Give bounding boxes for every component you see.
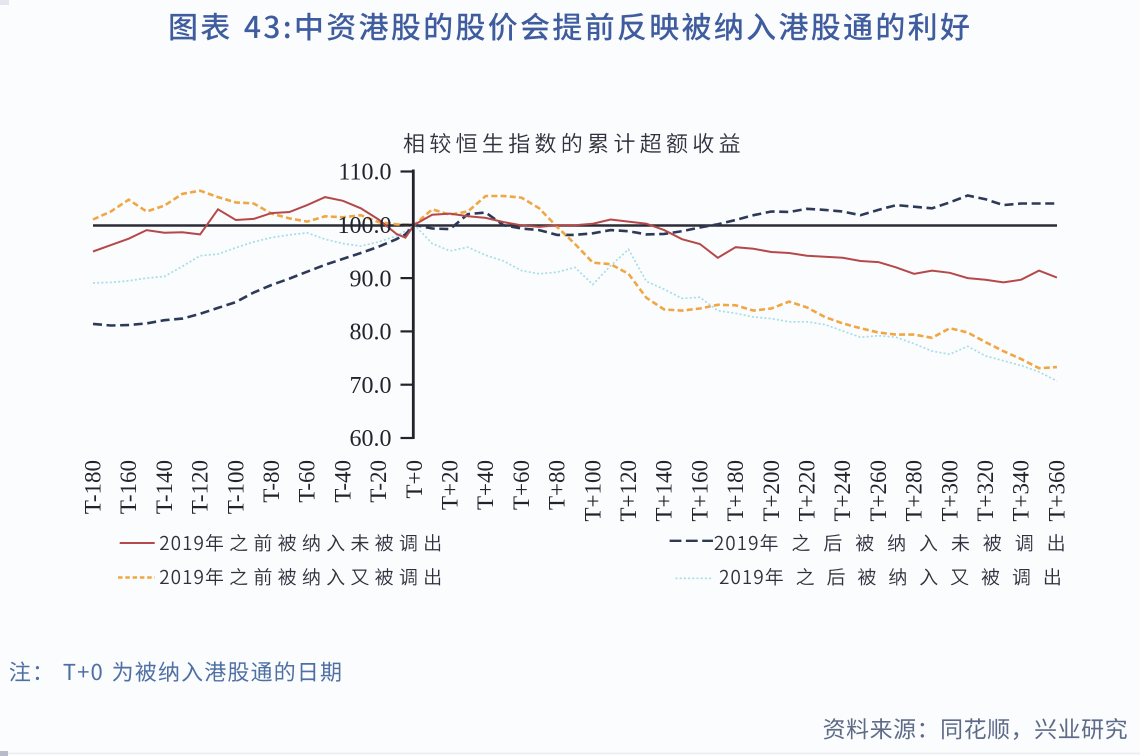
svg-text:T-20: T-20 xyxy=(366,460,391,503)
svg-text:T+100: T+100 xyxy=(580,460,605,522)
svg-text:T+140: T+140 xyxy=(652,460,677,522)
svg-text:T-140: T-140 xyxy=(152,460,177,514)
svg-text:T-100: T-100 xyxy=(223,460,248,514)
svg-text:110.0: 110.0 xyxy=(338,160,391,186)
svg-text:T-40: T-40 xyxy=(330,460,355,503)
svg-text:T+200: T+200 xyxy=(759,460,784,522)
svg-text:T+60: T+60 xyxy=(509,460,534,510)
svg-text:T+80: T+80 xyxy=(545,460,570,510)
svg-text:T+300: T+300 xyxy=(937,460,962,522)
svg-text:T-60: T-60 xyxy=(295,460,320,503)
svg-text:T-80: T-80 xyxy=(259,460,284,503)
svg-text:60.0: 60.0 xyxy=(350,426,392,452)
svg-text:T+220: T+220 xyxy=(795,460,820,522)
svg-text:T+120: T+120 xyxy=(616,460,641,522)
svg-text:T-160: T-160 xyxy=(116,460,141,514)
svg-text:T-120: T-120 xyxy=(188,460,213,514)
svg-text:T-180: T-180 xyxy=(81,460,106,514)
svg-text:T+360: T+360 xyxy=(1044,460,1069,522)
svg-text:T+180: T+180 xyxy=(723,460,748,522)
svg-text:100.0: 100.0 xyxy=(338,213,392,239)
svg-text:T+40: T+40 xyxy=(473,460,498,510)
svg-text:90.0: 90.0 xyxy=(350,266,392,292)
svg-text:T+160: T+160 xyxy=(687,460,712,522)
svg-text:T+320: T+320 xyxy=(973,460,998,522)
svg-text:70.0: 70.0 xyxy=(350,373,392,399)
svg-text:T+240: T+240 xyxy=(830,460,855,522)
svg-text:T+280: T+280 xyxy=(902,460,927,522)
svg-text:T+260: T+260 xyxy=(866,460,891,522)
svg-text:T+20: T+20 xyxy=(438,460,463,510)
svg-text:T+0: T+0 xyxy=(402,460,427,499)
svg-text:80.0: 80.0 xyxy=(350,320,392,346)
svg-text:T+340: T+340 xyxy=(1009,460,1034,522)
